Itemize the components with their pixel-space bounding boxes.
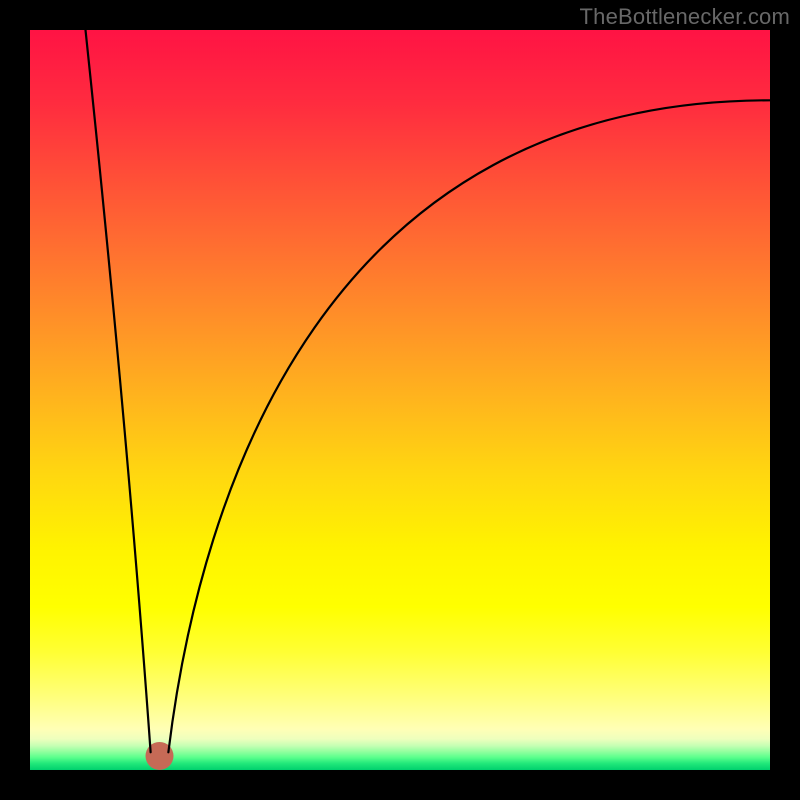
watermark-text: TheBottlenecker.com (580, 4, 790, 30)
gradient-background (30, 30, 770, 770)
chart-plot (30, 30, 770, 770)
